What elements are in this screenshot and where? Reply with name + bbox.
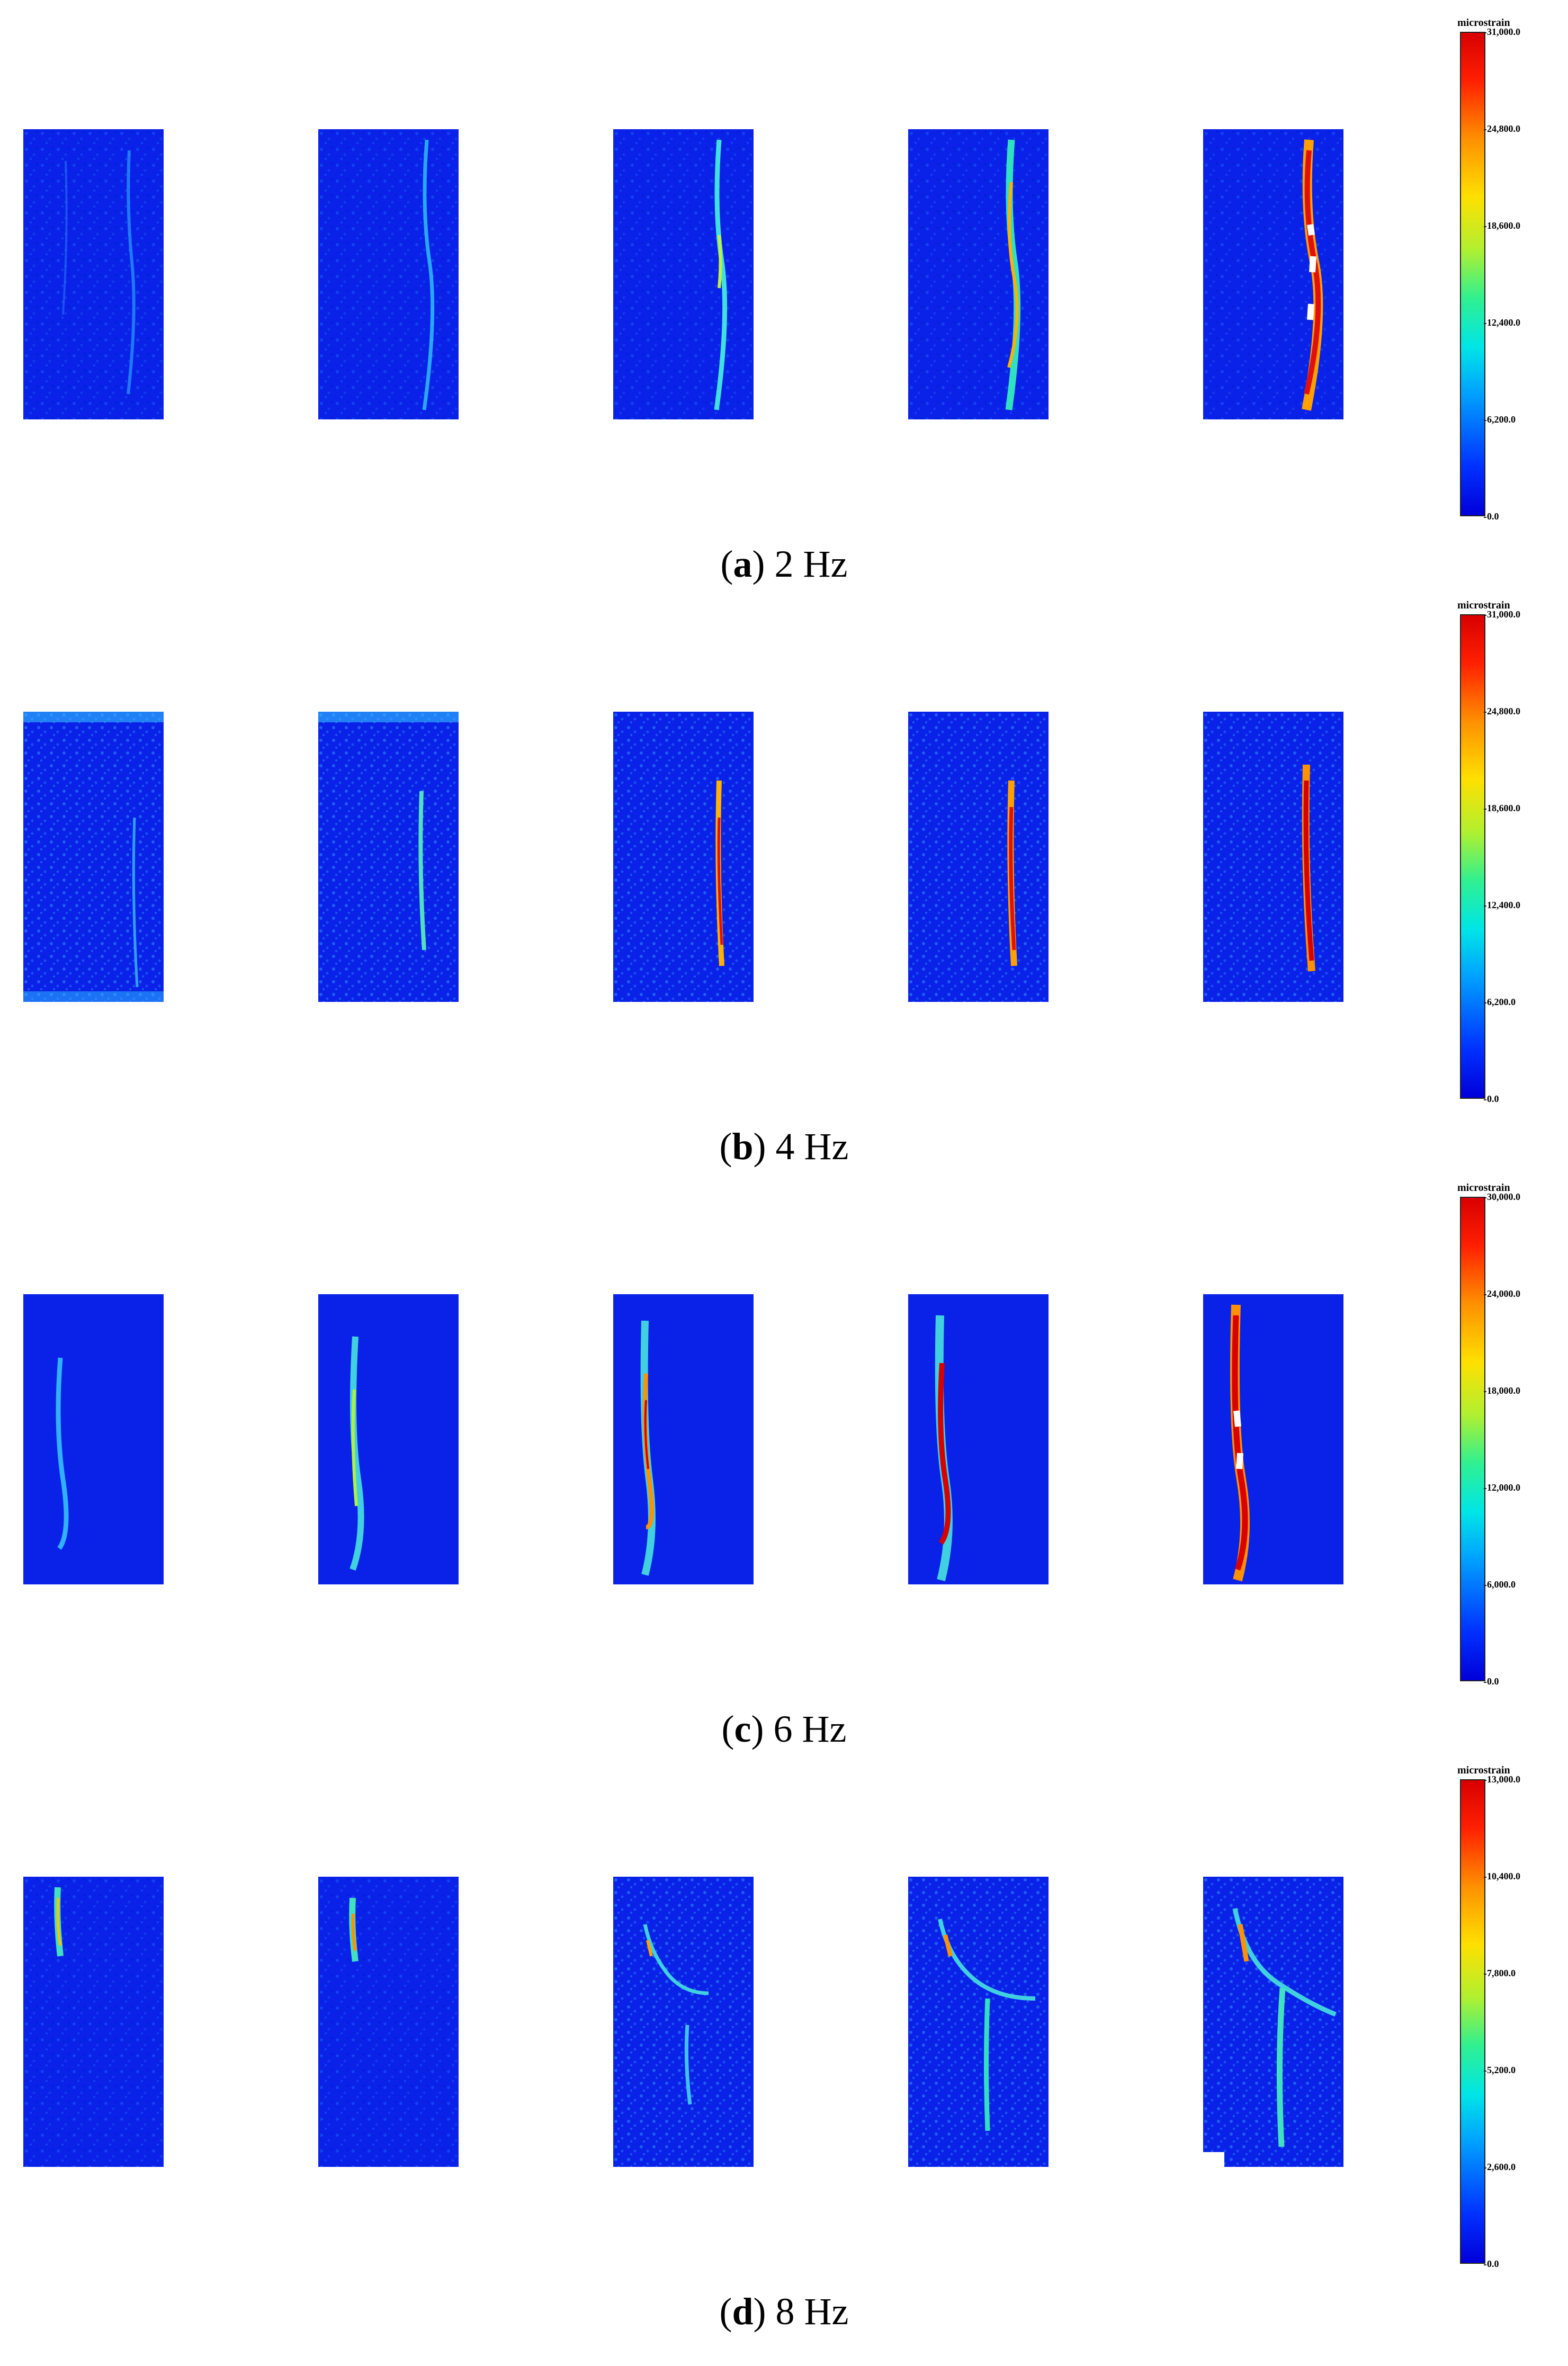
strain-map-a5 <box>1203 129 1343 419</box>
panel-a: (a) 2 Hz microstrain 31,000.0 24,800.0 1… <box>0 0 1568 585</box>
strain-map-a3 <box>613 129 754 419</box>
panel-caption: (a) 2 Hz <box>720 543 848 585</box>
colorbar-tick: 30,000.0 <box>1484 1191 1520 1202</box>
colorbar-tick: 7,800.0 <box>1484 1968 1516 1978</box>
panel-b: (b) 4 Hz microstrain 31,000.0 24,800.0 1… <box>0 582 1568 1168</box>
colorbar-tick: 0.0 <box>1484 2259 1499 2269</box>
strain-map-b1 <box>23 712 164 1002</box>
colorbar-tick: 18,600.0 <box>1484 803 1520 813</box>
strain-map-d5 <box>1203 1877 1343 2167</box>
colorbar-tick: 10,400.0 <box>1484 1871 1520 1881</box>
strain-map-b2 <box>318 712 459 1002</box>
colorbar-tick: 31,000.0 <box>1484 609 1520 620</box>
strain-map-c2 <box>318 1294 459 1584</box>
colorbar-tick: 6,200.0 <box>1484 414 1516 425</box>
strain-map-c3 <box>613 1294 754 1584</box>
strain-map-b5 <box>1203 712 1343 1002</box>
colorbar-tick: 13,000.0 <box>1484 1774 1520 1785</box>
colorbar-tick: 0.0 <box>1484 1094 1499 1104</box>
strain-map-a2 <box>318 129 459 419</box>
panel-caption: (c) 6 Hz <box>721 1708 847 1750</box>
strain-map-b4 <box>908 712 1049 1002</box>
colorbar <box>1460 1779 1485 2264</box>
colorbar-tick: 2,600.0 <box>1484 2162 1516 2172</box>
strain-map-d4 <box>908 1877 1049 2167</box>
colorbar-tick: 18,000.0 <box>1484 1385 1520 1396</box>
strain-map-b3 <box>613 712 754 1002</box>
colorbar-tick: 12,400.0 <box>1484 900 1520 910</box>
colorbar-title: microstrain <box>1457 1182 1510 1194</box>
strain-map-a4 <box>908 129 1049 419</box>
strain-map-c4 <box>908 1294 1049 1584</box>
colorbar <box>1460 1197 1485 1681</box>
panel-c: (c) 6 Hz microstrain 30,000.0 24,000.0 1… <box>0 1165 1568 1750</box>
colorbar-tick: 12,000.0 <box>1484 1482 1520 1493</box>
panel-caption: (b) 4 Hz <box>719 1125 849 1168</box>
colorbar-tick: 24,800.0 <box>1484 123 1520 134</box>
colorbar-tick: 24,800.0 <box>1484 706 1520 716</box>
panel-d: (d) 8 Hz microstrain 13,000.0 10,400.0 7… <box>0 1747 1568 2333</box>
colorbar-tick: 5,200.0 <box>1484 2065 1516 2075</box>
strain-map-d1 <box>23 1877 164 2167</box>
colorbar-tick: 24,000.0 <box>1484 1288 1520 1299</box>
colorbar-tick: 6,200.0 <box>1484 997 1516 1007</box>
colorbar-tick: 18,600.0 <box>1484 220 1520 231</box>
colorbar-title: microstrain <box>1457 17 1510 29</box>
colorbar <box>1460 614 1485 1099</box>
colorbar-tick: 0.0 <box>1484 1676 1499 1687</box>
colorbar-tick: 0.0 <box>1484 511 1499 522</box>
colorbar-title: microstrain <box>1457 1764 1510 1776</box>
strain-map-c1 <box>23 1294 164 1584</box>
colorbar-tick: 6,000.0 <box>1484 1579 1516 1590</box>
colorbar-tick: 31,000.0 <box>1484 26 1520 37</box>
colorbar <box>1460 32 1485 516</box>
strain-map-a1 <box>23 129 164 419</box>
panel-caption: (d) 8 Hz <box>719 2290 849 2333</box>
strain-map-c5 <box>1203 1294 1343 1584</box>
strain-map-d2 <box>318 1877 459 2167</box>
colorbar-tick: 12,400.0 <box>1484 317 1520 328</box>
colorbar-title: microstrain <box>1457 599 1510 611</box>
strain-map-d3 <box>613 1877 754 2167</box>
